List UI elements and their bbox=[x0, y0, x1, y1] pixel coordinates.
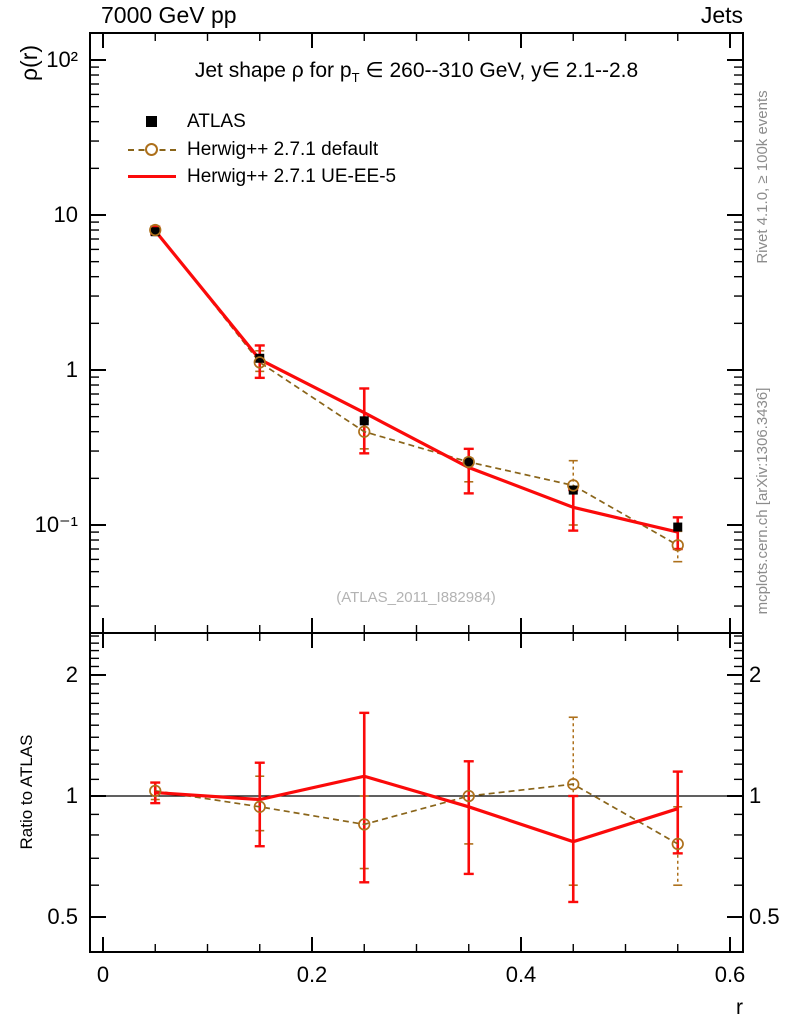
main-ytick-10: 10 bbox=[53, 202, 78, 227]
main-ytick-1: 1 bbox=[65, 357, 78, 382]
ratio-ytick-right-0p5: 0.5 bbox=[749, 904, 780, 929]
plot-title: Jet shape ρ for pT ∈ 260--310 GeV, y∈ 2.… bbox=[90, 59, 743, 90]
ratio-ytick-right-1: 1 bbox=[749, 783, 762, 808]
plot-title-sub: T bbox=[351, 69, 360, 85]
process-label: Jets bbox=[700, 2, 743, 28]
watermark-analysis-id: (ATLAS_2011_I882984) bbox=[336, 589, 496, 606]
xtick-0p4: 0.4 bbox=[505, 962, 537, 987]
xtick-0p6: 0.6 bbox=[714, 962, 746, 987]
x-axis-label: r bbox=[736, 996, 743, 1019]
ratio-ytick-left-1: 1 bbox=[65, 783, 78, 808]
legend-label-atlas: ATLAS bbox=[187, 111, 246, 132]
xtick-0: 0 bbox=[96, 962, 110, 987]
ratio-ytick-left-0p5: 0.5 bbox=[47, 904, 78, 929]
rivet-version-note: Rivet 4.1.0, ≥ 100k events bbox=[754, 90, 771, 264]
beam-energy-label: 7000 GeV pp bbox=[101, 2, 237, 28]
ratio-ytick-right-2: 2 bbox=[749, 662, 762, 687]
main-ytick-0p1: 10⁻¹ bbox=[34, 512, 78, 537]
xtick-0p2: 0.2 bbox=[296, 962, 328, 987]
ratio-ytick-left-2: 2 bbox=[65, 662, 78, 687]
legend-marker-herwig-default bbox=[145, 143, 158, 156]
main-ytick-100: 10² bbox=[46, 47, 78, 72]
legend-line-herwig-ueee5 bbox=[128, 175, 176, 178]
plot-title-pre: Jet shape ρ for p bbox=[194, 59, 352, 82]
legend-label-herwig-ueee5: Herwig++ 2.7.1 UE-EE-5 bbox=[187, 166, 397, 187]
legend-marker-atlas bbox=[146, 116, 157, 127]
mcplots-reference-note: mcplots.cern.ch [arXiv:1306.3436] bbox=[754, 387, 771, 615]
legend-label-herwig-default: Herwig++ 2.7.1 default bbox=[187, 139, 379, 160]
plot-title-post: ∈ 260--310 GeV, y∈ 2.1--2.8 bbox=[359, 59, 639, 82]
